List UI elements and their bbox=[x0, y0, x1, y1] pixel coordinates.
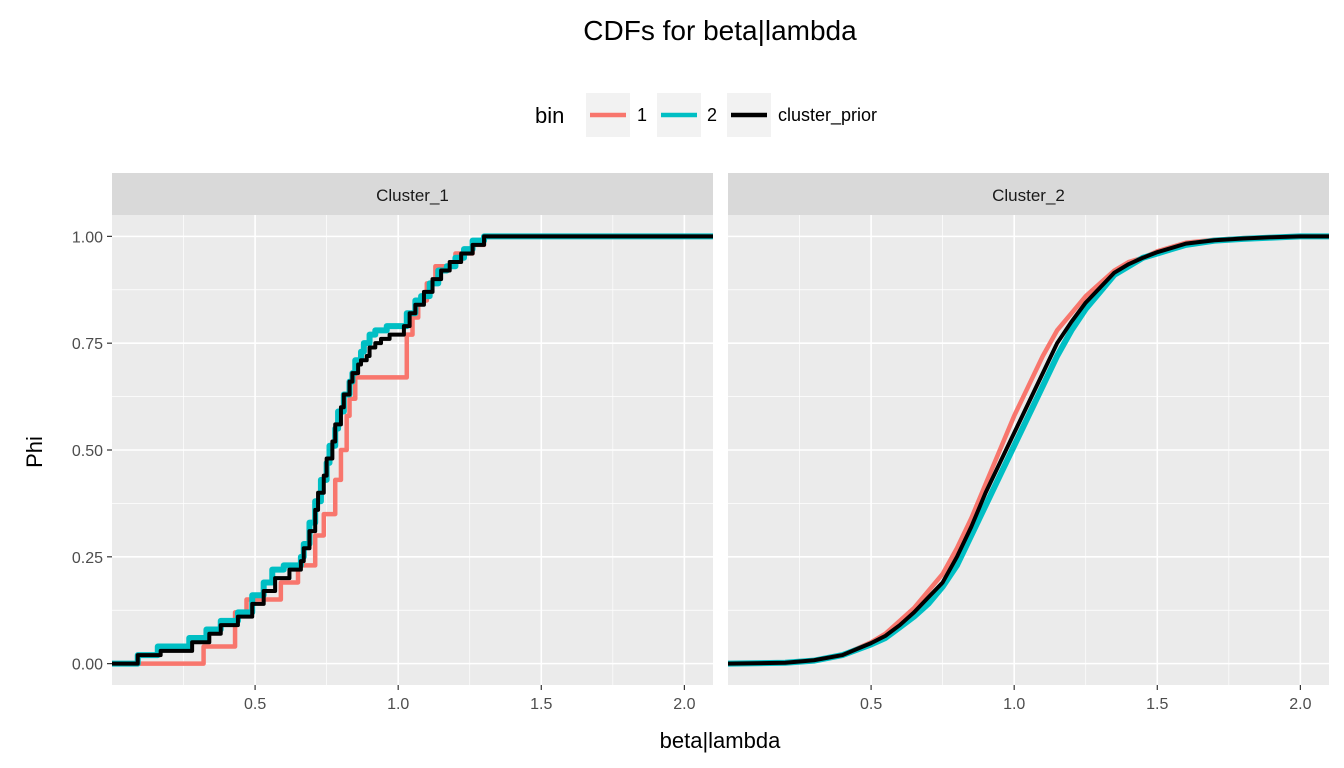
legend-entry-cluster_prior: cluster_prior bbox=[727, 93, 877, 137]
legend-entry-2: 2 bbox=[657, 93, 717, 137]
x-tick-label: 0.5 bbox=[244, 696, 266, 713]
chart-title: CDFs for beta|lambda bbox=[583, 15, 857, 46]
x-axis: 0.5 1.0 1.5 2.0 bbox=[244, 685, 696, 713]
series-line-1 bbox=[112, 234, 713, 666]
x-tick-label: 2.0 bbox=[1289, 696, 1311, 713]
x-tick-label: 1.5 bbox=[530, 696, 552, 713]
y-axis: 0.00 0.25 0.50 0.75 1.00 bbox=[72, 229, 112, 674]
legend-title: bin bbox=[535, 103, 564, 128]
y-tick-label: 0.25 bbox=[72, 550, 103, 567]
y-tick-label: 0.00 bbox=[72, 657, 103, 674]
strip-label: Cluster_2 bbox=[992, 186, 1065, 205]
panel-cluster-1: Cluster_1 0.5 1.0 1.5 2.0 0.00 0.25 0.50 0.75 1.0… bbox=[72, 173, 713, 713]
series-line-cluster-prior bbox=[112, 234, 713, 666]
series-group bbox=[112, 233, 713, 667]
panel-cluster-2: Cluster_2 0.5 1.0 1.5 2.0 bbox=[728, 173, 1329, 713]
strip-label: Cluster_1 bbox=[376, 186, 449, 205]
x-tick-label: 2.0 bbox=[673, 696, 695, 713]
legend-label: 1 bbox=[637, 105, 647, 125]
x-tick-label: 1.5 bbox=[1146, 696, 1168, 713]
x-tick-label: 0.5 bbox=[860, 696, 882, 713]
legend-entries: 1 2 cluster_prior bbox=[586, 93, 877, 137]
legend-label: cluster_prior bbox=[778, 105, 877, 126]
series-group bbox=[728, 233, 1329, 667]
panels: Cluster_1 0.5 1.0 1.5 2.0 0.00 0.25 0.50 0.75 1.0… bbox=[72, 173, 1329, 713]
x-axis-title: beta|lambda bbox=[660, 728, 781, 753]
legend-label: 2 bbox=[707, 105, 717, 125]
legend-entry-1: 1 bbox=[586, 93, 647, 137]
y-tick-label: 0.50 bbox=[72, 443, 103, 460]
y-tick-label: 1.00 bbox=[72, 229, 103, 246]
gridlines bbox=[112, 215, 713, 685]
x-tick-label: 1.0 bbox=[387, 696, 409, 713]
y-tick-label: 0.75 bbox=[72, 336, 103, 353]
y-axis-title: Phi bbox=[22, 436, 47, 468]
series-line-cluster-prior bbox=[728, 234, 1329, 666]
legend: bin 1 2 cluster_prior bbox=[535, 93, 877, 137]
x-axis: 0.5 1.0 1.5 2.0 bbox=[860, 685, 1312, 713]
gridlines bbox=[728, 215, 1329, 685]
strip-background bbox=[728, 173, 1329, 215]
strip-background bbox=[112, 173, 713, 215]
x-tick-label: 1.0 bbox=[1003, 696, 1025, 713]
